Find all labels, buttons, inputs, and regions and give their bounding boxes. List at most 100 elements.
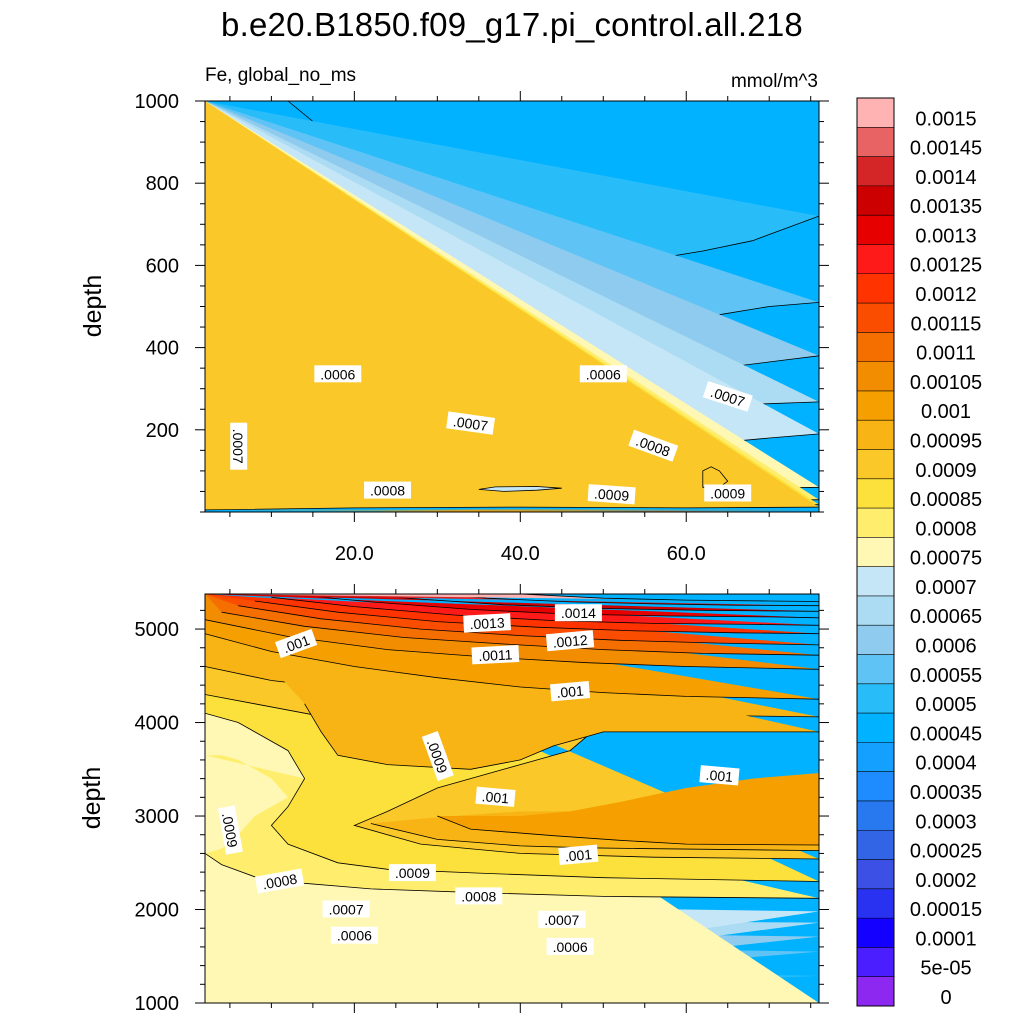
colorbar-swatch-5	[857, 244, 894, 275]
colorbar-label-20: 0.0005	[915, 694, 976, 716]
colorbar-swatch-7	[857, 303, 894, 333]
lower-contour-label-text-7: .0009	[219, 811, 241, 848]
lower-contour-label-box-4	[254, 868, 305, 894]
variable-label: Fe, global_no_ms	[205, 65, 356, 86]
colorbar-swatch-20	[857, 683, 894, 714]
lower-contour-label-box-2	[322, 900, 370, 918]
lower-contour-label-7: .0009	[217, 805, 243, 855]
lower-contour-label-text-8: .001	[564, 846, 593, 864]
colorbar-label-5: 0.00125	[910, 255, 982, 277]
colorbar-label-27: 0.00015	[910, 899, 982, 921]
lower-contour-label-6: .0009	[388, 864, 436, 882]
colorbar-frame	[856, 97, 895, 1007]
colorbar-label-13: 0.00085	[910, 489, 982, 511]
lower-contour-label-3: .0007	[538, 910, 586, 928]
lower-contour-label-text-3: .0007	[544, 912, 579, 928]
colorbar-swatch-15	[857, 537, 894, 568]
upper-contour-label-box-1	[587, 484, 636, 505]
lower-contour-label-text-2: .0007	[329, 902, 364, 918]
lower-contour-label-5: .0008	[455, 887, 503, 905]
upper-contour-label-box-4	[628, 429, 679, 462]
lower-contour-line-8	[205, 712, 819, 882]
lower-y-axis-label: depth	[78, 767, 106, 830]
lower-contour-label-14: .0011	[471, 644, 520, 665]
colorbar-swatch-28	[857, 918, 894, 948]
lower-y-tick-label-4: 5000	[135, 619, 180, 641]
lower-contour-label-15: .0012	[545, 630, 595, 652]
upper-contour-label-text-0: .0008	[370, 483, 405, 499]
lower-contour-label-text-4: .0008	[261, 871, 298, 893]
colorbar-label-10: 0.001	[921, 401, 971, 423]
colorbar-label-3: 0.00135	[910, 196, 982, 218]
upper-contour-label-text-2: .0009	[710, 486, 745, 502]
colorbar-swatch-30	[857, 976, 894, 1007]
upper-contour-label-0: .0008	[364, 481, 411, 499]
lower-contour-line-16	[221, 611, 819, 656]
colorbar-label-15: 0.00075	[910, 548, 982, 570]
lower-contour-label-text-5: .0008	[461, 888, 496, 904]
colorbar-label-16: 0.0007	[915, 577, 976, 599]
lower-contour-line-18	[254, 600, 819, 635]
colorbar-label-2: 0.0014	[915, 167, 976, 189]
lower-contour-label-10: .001	[699, 765, 740, 786]
lower-contour-label-text-6: .0009	[395, 865, 430, 881]
colorbar-swatch-11	[857, 420, 894, 450]
colorbar-label-11: 0.00095	[910, 430, 982, 452]
colorbar-swatch-2	[857, 156, 894, 187]
lower-contour-label-text-14: .0011	[478, 646, 513, 664]
upper-y-tick-label-4: 1000	[135, 91, 180, 113]
lower-contour-label-box-7	[217, 805, 243, 855]
lower-contour-label-17: .0014	[554, 604, 602, 622]
upper-y-tick-label-0: 200	[146, 420, 179, 442]
lower-plot-area: .0006 .0006 .0007 .0007 .0008 .0008 .0009 .0009…	[205, 594, 819, 1003]
upper-contour-label-box-2	[704, 484, 752, 502]
upper-contour-label-box-5	[446, 411, 496, 435]
lower-contour-label-1: .0006	[546, 937, 594, 955]
colorbar-label-0: 0.0015	[915, 108, 976, 130]
upper-contour-band-0p001-10	[205, 509, 819, 512]
colorbar-swatch-23	[857, 771, 894, 802]
lower-contour-label-2: .0007	[322, 900, 370, 918]
lower-contour-label-text-15: .0012	[552, 632, 589, 651]
upper-plot-area: .0008.0009.0009.0007.0008.0007.0007.0006…	[205, 101, 819, 512]
lower-contour-label-16: .0013	[463, 613, 511, 633]
upper-x-tick-label-1: 40.0	[501, 543, 540, 565]
lower-contour-label-text-17: .0014	[561, 605, 596, 621]
lower-y-tick-label-0: 1000	[135, 993, 180, 1015]
lower-contour-line-7	[205, 853, 819, 899]
lower-contour-label-box-16	[463, 613, 511, 633]
upper-contour-label-2: .0009	[704, 484, 752, 502]
colorbar-label-28: 0.0001	[915, 928, 976, 950]
upper-y-tick-label-1: 400	[146, 338, 179, 360]
colorbar-swatch-29	[857, 947, 894, 978]
upper-contour-line-9	[205, 506, 819, 511]
colorbar-label-29: 5e-05	[920, 958, 971, 980]
upper-contour-label-box-7	[314, 365, 362, 383]
lower-contour-label-box-5	[455, 887, 503, 905]
upper-contour-patch-0	[478, 486, 562, 492]
colorbar-label-19: 0.00055	[910, 665, 982, 687]
lower-contour-line-17	[238, 605, 819, 646]
lower-contour-label-box-9	[475, 786, 516, 807]
colorbar-label-21: 0.00045	[910, 723, 982, 745]
upper-x-tick-label-2: 60.0	[667, 543, 706, 565]
lower-contour-label-8: .001	[558, 844, 599, 865]
upper-contour-band-0p0009-9	[205, 101, 819, 510]
upper-contour-label-text-8: .0006	[586, 366, 621, 382]
upper-contour-label-3: .0007	[230, 422, 248, 470]
lower-contour-panel: .0006 .0006 .0007 .0007 .0008 .0008 .0009 .0009…	[135, 584, 829, 1015]
upper-contour-label-1: .0009	[587, 484, 636, 505]
lower-y-tick-label-2: 3000	[135, 806, 180, 828]
lower-contour-label-box-6	[388, 864, 436, 882]
colorbar-swatch-13	[857, 478, 894, 509]
colorbar-label-14: 0.0008	[915, 518, 976, 540]
upper-contour-label-text-5: .0007	[452, 413, 489, 434]
lower-contour-label-box-10	[699, 765, 740, 786]
colorbar-swatch-18	[857, 625, 894, 656]
colorbar-swatch-9	[857, 361, 894, 392]
lower-contour-label-box-17	[554, 604, 602, 622]
lower-contour-label-text-16: .0013	[469, 614, 505, 632]
colorbar-label-26: 0.0002	[915, 870, 976, 892]
colorbar-swatch-16	[857, 566, 894, 597]
